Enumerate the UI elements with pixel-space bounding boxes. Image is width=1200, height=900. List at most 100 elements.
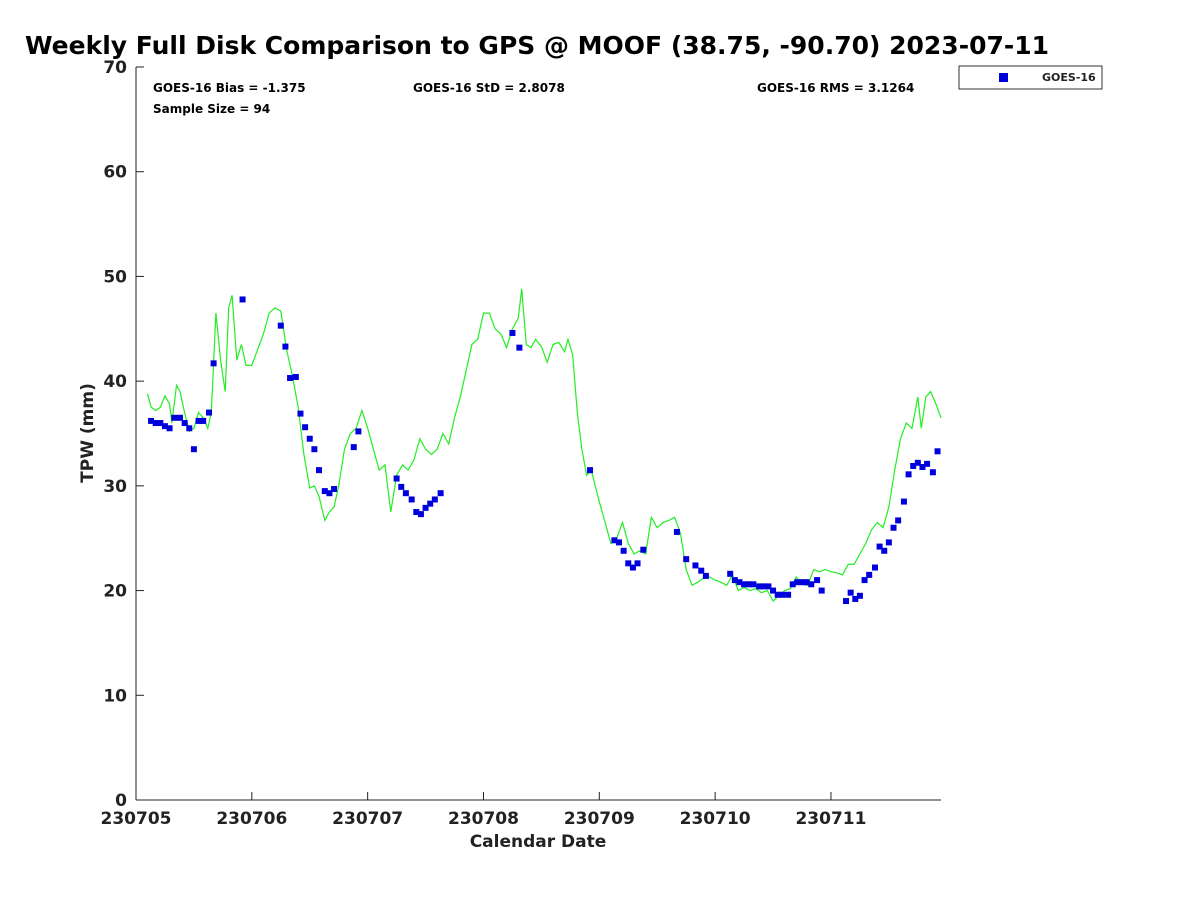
goes16-data-point	[750, 581, 757, 588]
goes16-data-point	[692, 562, 699, 569]
goes16-data-point	[852, 595, 859, 602]
x-tick-label: 230708	[448, 809, 519, 829]
goes16-data-point	[282, 343, 289, 350]
x-tick-label: 230705	[101, 809, 172, 829]
y-tick-label: 30	[103, 477, 127, 497]
goes16-data-point	[814, 577, 821, 584]
goes16-data-point	[417, 511, 424, 518]
y-tick-label: 60	[103, 163, 127, 183]
y-tick-label: 70	[103, 58, 127, 78]
goes16-data-point	[731, 577, 738, 584]
plot-axes: 0 10 20 30 40 50 60 70 230705 230706 230707 230708 2…	[101, 58, 941, 829]
goes16-data-point	[629, 564, 636, 571]
y-tick-label: 50	[103, 267, 127, 287]
goes16-data-point	[881, 547, 888, 554]
std-stat: GOES-16 StD = 2.8078	[413, 81, 565, 95]
goes16-data-point	[634, 560, 641, 567]
goes16-data-point	[431, 496, 438, 503]
goes16-data-point	[311, 446, 318, 453]
goes16-data-point	[774, 591, 781, 598]
goes16-data-point	[745, 581, 752, 588]
x-tick-label: 230706	[216, 809, 287, 829]
goes16-data-point	[427, 500, 434, 507]
goes16-data-point	[200, 417, 207, 424]
goes16-data-point	[905, 471, 912, 478]
goes16-data-point	[292, 373, 299, 380]
goes16-data-point	[350, 444, 357, 451]
goes16-data-point	[900, 498, 907, 505]
goes16-data-point	[871, 564, 878, 571]
goes16-data-point	[673, 528, 680, 535]
goes16-data-point	[616, 539, 622, 546]
gps-line-layer	[147, 288, 942, 602]
goes16-data-point	[437, 490, 444, 497]
goes16-data-point	[277, 322, 284, 329]
goes16-data-point	[152, 420, 159, 427]
goes16-data-point	[287, 375, 294, 382]
goes16-data-point	[620, 547, 627, 554]
x-tick-label: 230707	[332, 809, 403, 829]
y-tick-label: 10	[103, 686, 127, 706]
x-tick-label: 230709	[564, 809, 635, 829]
goes16-data-point	[785, 591, 792, 598]
goes16-data-point	[205, 409, 212, 416]
goes16-data-point	[611, 537, 618, 544]
goes16-data-point	[408, 496, 415, 503]
goes16-data-point	[789, 581, 796, 588]
goes16-data-point	[171, 414, 178, 421]
y-tick-label: 40	[103, 372, 127, 392]
goes16-data-point	[818, 587, 825, 594]
goes16-data-point	[861, 577, 868, 584]
goes16-data-point	[398, 483, 405, 490]
goes16-data-point	[166, 425, 173, 432]
goes16-data-point	[157, 420, 164, 427]
legend: GOES-16	[958, 65, 1103, 90]
goes16-data-point	[316, 467, 323, 474]
goes16-data-point	[625, 560, 632, 567]
goes16-data-point	[770, 587, 777, 594]
goes16-data-point	[587, 467, 594, 474]
goes16-data-point	[934, 448, 941, 455]
goes16-data-point	[885, 539, 892, 546]
goes16-data-point	[190, 446, 197, 453]
goes16-data-point	[756, 583, 763, 590]
goes16-data-point	[910, 462, 917, 469]
goes16-data-point	[924, 460, 931, 467]
goes16-data-point	[808, 581, 815, 588]
goes16-data-point	[702, 572, 709, 579]
goes16-data-point	[186, 425, 193, 432]
goes16-data-point	[297, 410, 304, 417]
goes16-data-point	[355, 428, 362, 435]
sample-size-stat: Sample Size = 94	[153, 102, 270, 116]
goes16-data-point	[210, 360, 217, 367]
goes16-data-point	[803, 579, 810, 586]
legend-marker	[999, 73, 1008, 82]
goes-point-layer	[148, 296, 941, 605]
y-tick-label: 0	[115, 791, 127, 811]
goes16-data-point	[422, 504, 429, 511]
bias-stat: GOES-16 Bias = -1.375	[153, 81, 306, 95]
y-tick-label: 20	[103, 582, 127, 602]
goes16-data-point	[177, 414, 184, 421]
goes16-data-point	[640, 546, 647, 553]
rms-stat: GOES-16 RMS = 3.1264	[757, 81, 914, 95]
x-tick-label: 230710	[680, 809, 751, 829]
goes16-data-point	[239, 296, 246, 303]
goes16-data-point	[843, 598, 850, 605]
goes16-data-point	[413, 509, 420, 516]
goes16-data-point	[161, 423, 168, 430]
legend-box	[958, 65, 1103, 90]
goes16-data-point	[856, 592, 863, 599]
goes16-data-point	[799, 579, 806, 586]
goes16-data-point	[509, 329, 516, 336]
goes16-data-point	[760, 583, 767, 590]
goes16-data-point	[683, 556, 690, 563]
goes16-data-point	[516, 344, 523, 351]
goes16-data-point	[765, 583, 772, 590]
goes16-data-point	[736, 579, 743, 586]
goes16-data-point	[876, 543, 883, 550]
goes16-data-point	[402, 490, 409, 497]
goes16-data-point	[914, 459, 921, 466]
goes16-data-point	[890, 524, 897, 531]
